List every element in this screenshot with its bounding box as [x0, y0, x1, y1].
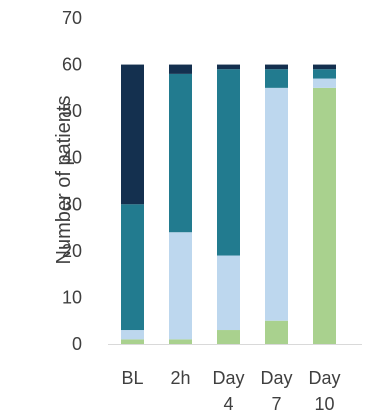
x-tick-label: Day 4 — [212, 368, 244, 412]
bar-segment — [217, 64, 240, 70]
x-tick-label-line: Day — [308, 368, 340, 388]
bar-segment — [121, 330, 144, 340]
bar-segment — [217, 69, 240, 256]
y-axis-ticks: 0 10 20 30 40 50 60 70 — [62, 8, 82, 354]
bar-segment — [121, 339, 144, 344]
bar-segment — [265, 87, 288, 321]
y-tick-label: 60 — [62, 55, 82, 75]
bar-segment — [265, 69, 288, 88]
bar-segment — [121, 64, 144, 205]
y-tick-label: 10 — [62, 287, 82, 307]
x-axis-ticks: BL 2h Day 4 Day 7 Day 10 — [121, 368, 340, 412]
bar-segment — [313, 69, 336, 79]
y-tick-label: 30 — [62, 194, 82, 214]
bar-segment — [313, 78, 336, 88]
x-tick-label-line: 7 — [271, 394, 281, 412]
x-tick-label: Day 7 — [260, 368, 292, 412]
bar-segment — [265, 64, 288, 70]
x-tick-label-line: 2h — [170, 368, 190, 388]
bar-segment — [313, 64, 336, 70]
y-tick-label: 0 — [72, 334, 82, 354]
x-tick-label-line: Day — [260, 368, 292, 388]
bar-segment — [217, 330, 240, 344]
y-tick-label: 70 — [62, 8, 82, 28]
x-tick-label: BL — [121, 368, 143, 388]
x-tick-label-line: 10 — [314, 394, 334, 412]
x-tick-label-line: 4 — [223, 394, 233, 412]
y-tick-label: 20 — [62, 241, 82, 261]
bar-segment — [169, 232, 192, 340]
bars — [121, 64, 336, 344]
y-tick-label: 40 — [62, 148, 82, 168]
bar-segment — [169, 339, 192, 344]
bar-segment — [313, 87, 336, 344]
bar-segment — [265, 320, 288, 344]
y-axis-label: Number of patients — [53, 96, 75, 265]
bar-segment — [169, 73, 192, 233]
x-tick-label-line: Day — [212, 368, 244, 388]
bar-segment — [169, 64, 192, 74]
x-tick-label: 2h — [170, 368, 190, 388]
x-tick-label-line: BL — [121, 368, 143, 388]
x-tick-label: Day 10 — [308, 368, 340, 412]
bar-segment — [121, 204, 144, 331]
bar-segment — [217, 255, 240, 331]
y-tick-label: 50 — [62, 101, 82, 121]
